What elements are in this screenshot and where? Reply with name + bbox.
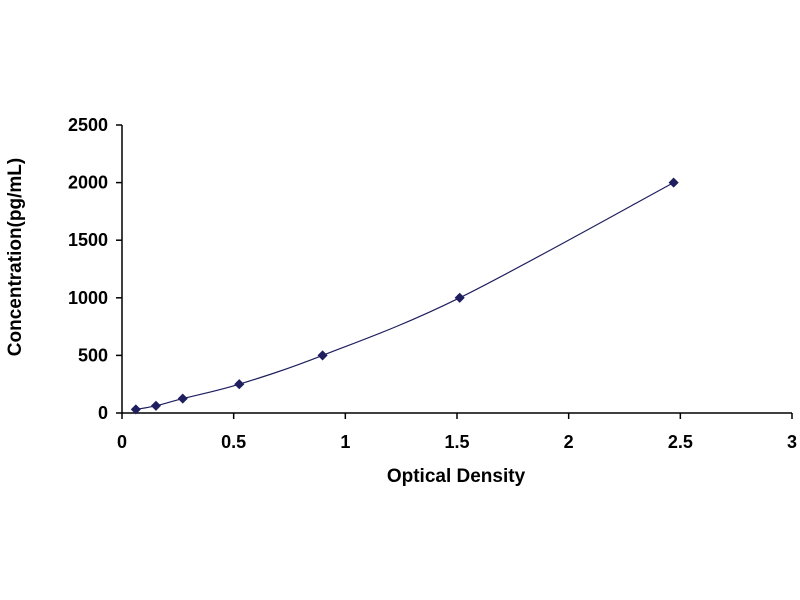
data-point-diamond (454, 292, 465, 303)
data-point-diamond (234, 379, 245, 390)
data-point-diamond (668, 177, 679, 188)
data-point-diamond (130, 404, 141, 415)
trend-curve (135, 182, 674, 410)
y-tick-label: 2000 (68, 173, 108, 193)
y-axis-title: Concentration(pg/mL) (5, 158, 26, 356)
y-tick-label: 2500 (68, 115, 108, 135)
trend-curve-layer (135, 182, 674, 410)
data-point-diamond (317, 350, 328, 361)
tick-labels-layer: 0 500 1000 1500 2000 2500 0 0.5 1 1.5 2 2.5 3 (68, 115, 797, 452)
data-point-diamond (177, 393, 188, 404)
x-tick-label: 2 (564, 432, 574, 452)
y-tick-label: 500 (78, 345, 108, 365)
x-tick-label: 3 (787, 432, 797, 452)
x-tick-label: 1.5 (444, 432, 469, 452)
x-tick-label: 0.5 (221, 432, 246, 452)
x-axis-title: Optical Density (387, 466, 526, 487)
data-points-layer (130, 177, 679, 415)
y-tick-label: 1000 (68, 288, 108, 308)
x-tick-label: 1 (340, 432, 350, 452)
y-tick-label: 0 (98, 403, 108, 423)
data-point-diamond (150, 400, 162, 411)
axes (116, 124, 793, 419)
y-tick-label: 1500 (68, 230, 108, 250)
x-tick-label: 2.5 (668, 432, 693, 452)
x-tick-label: 0 (117, 432, 127, 452)
